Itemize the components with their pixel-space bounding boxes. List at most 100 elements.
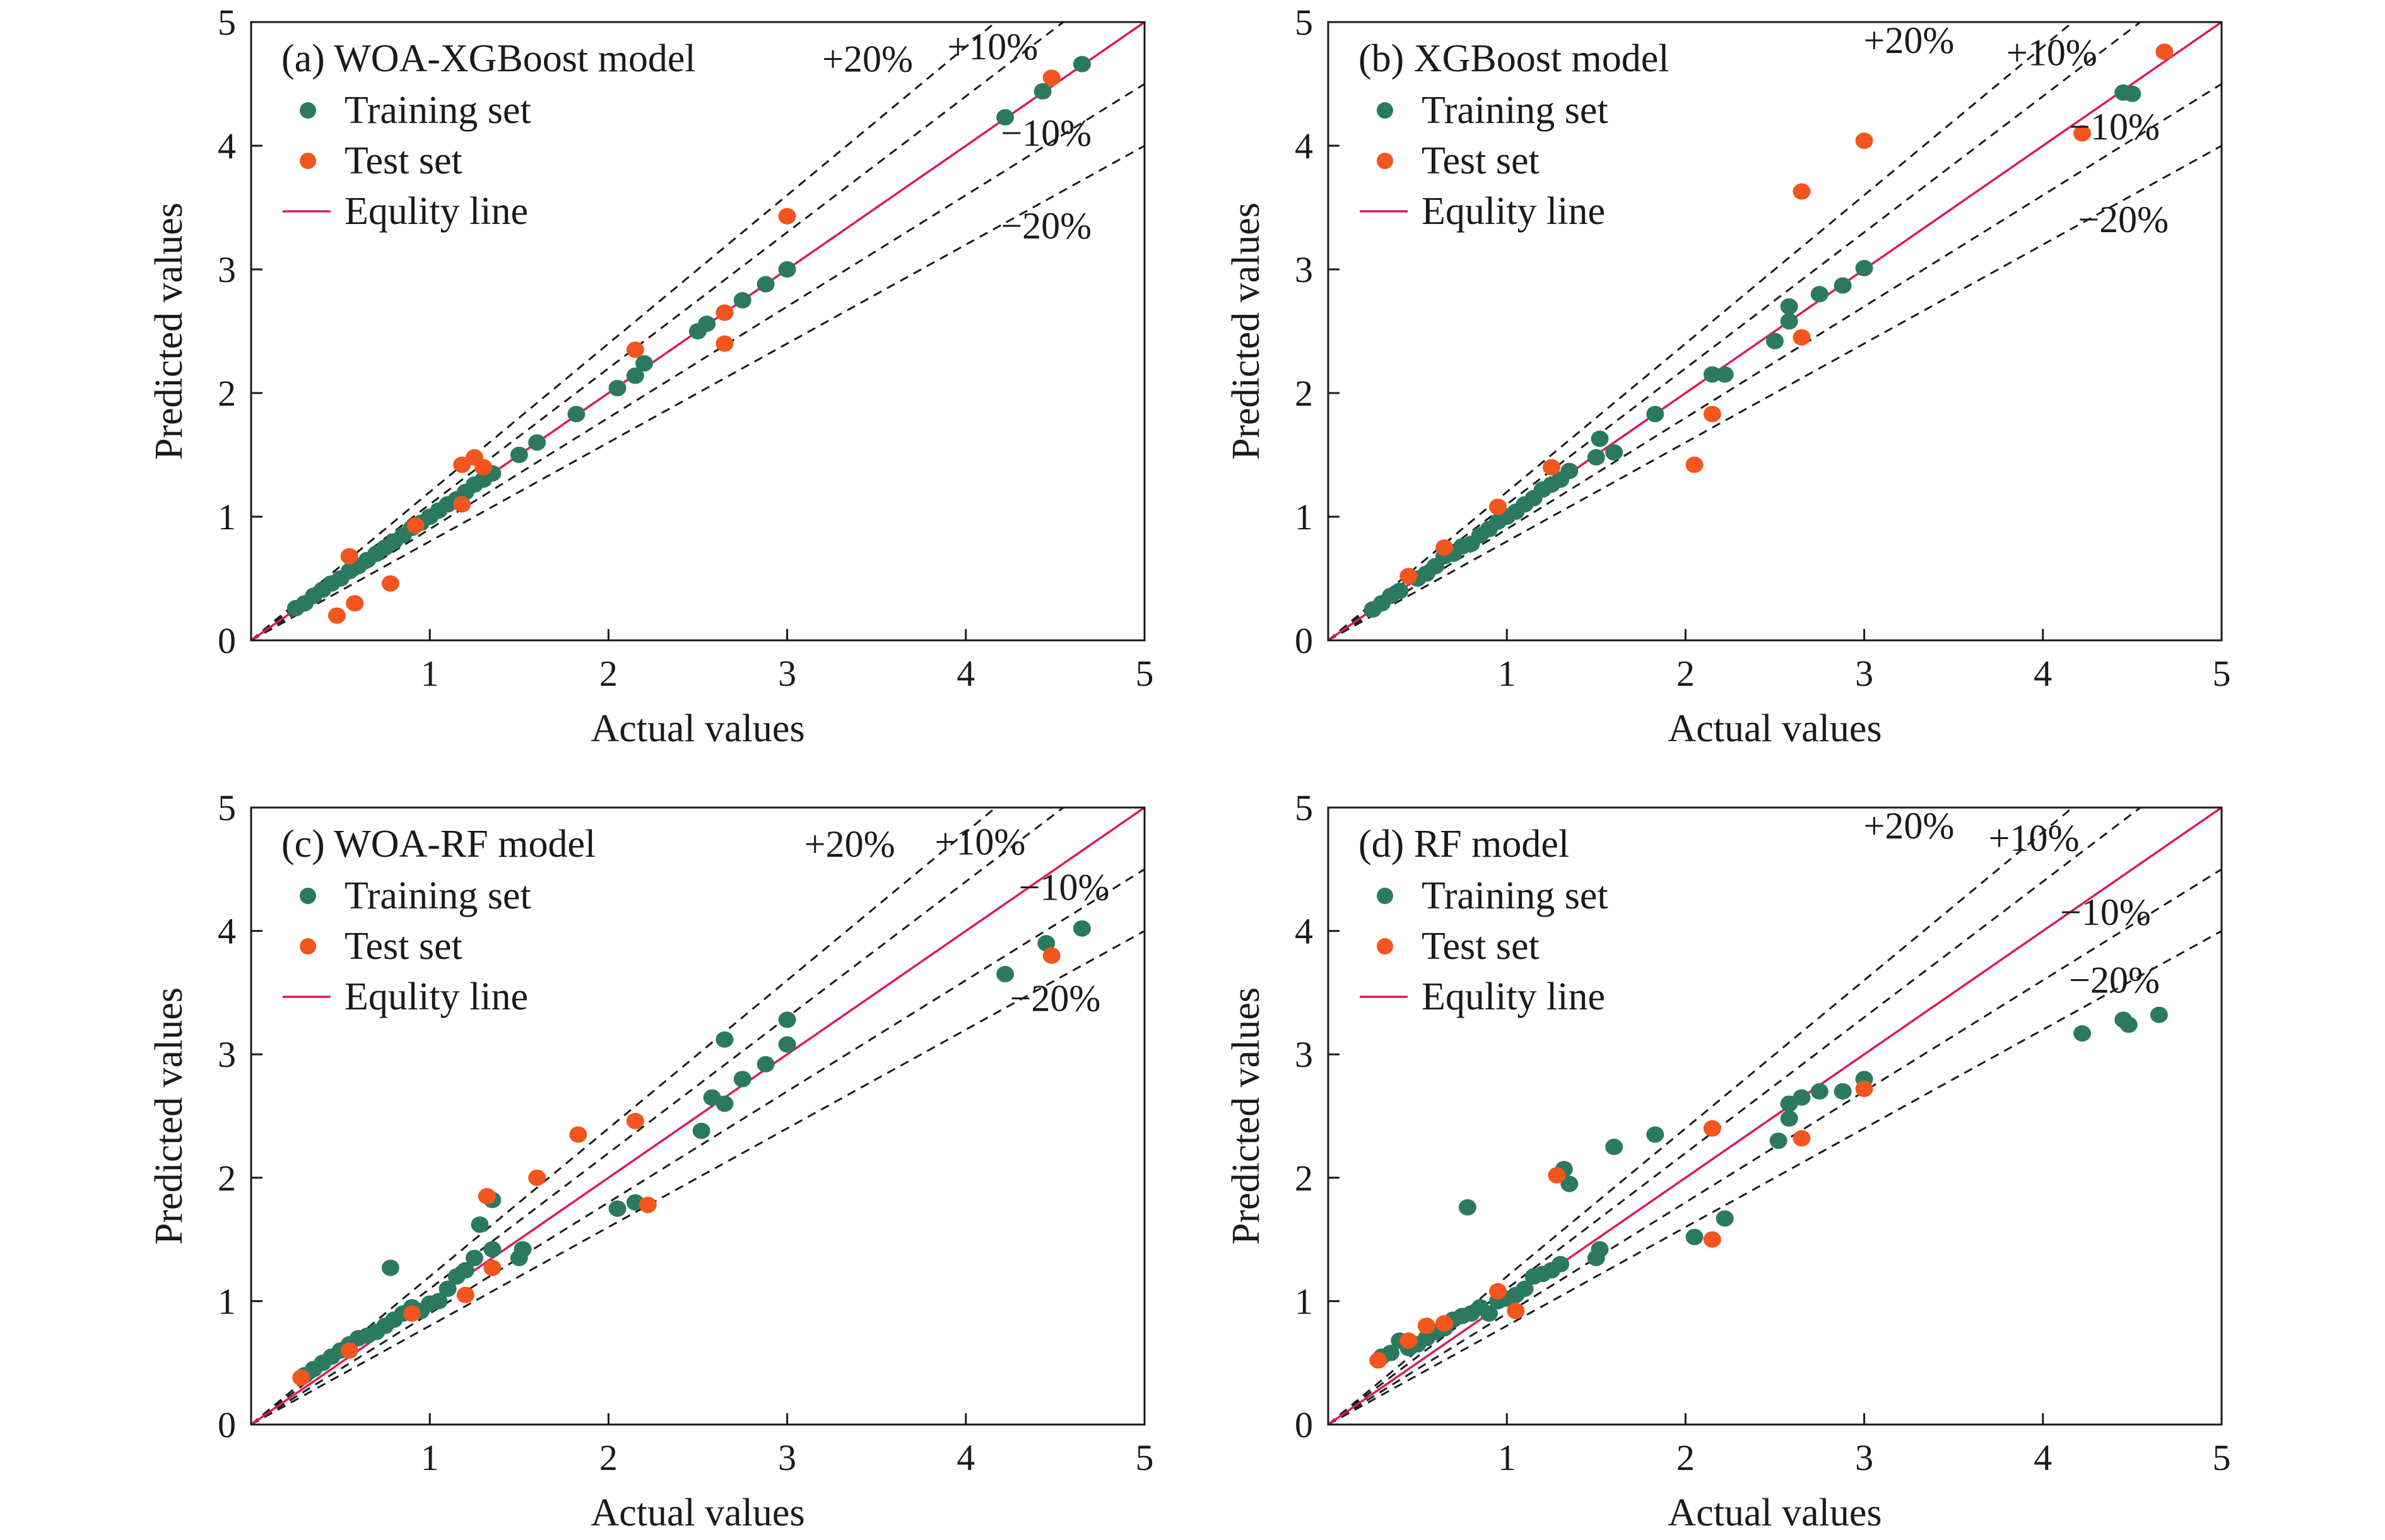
guide-line-plus-10 <box>251 22 1065 640</box>
training-point <box>1766 332 1784 350</box>
chart-panel-3: 0 1 2 3 4 5 1 2 3 4 5 Actual values Predicted values… <box>148 787 1154 1534</box>
y-tick-label: 2 <box>218 1158 236 1199</box>
training-point <box>456 1262 474 1279</box>
plot-frame <box>1327 806 2223 1426</box>
test-point <box>2073 125 2092 142</box>
training-point <box>430 1293 448 1310</box>
training-point <box>635 355 654 372</box>
guide-label: +10% <box>947 26 1038 68</box>
x-axis-label: Actual values <box>1668 707 1882 750</box>
training-point <box>1591 1241 1609 1258</box>
guide-line-plus-20 <box>251 22 998 640</box>
guide-line-minus-20 <box>251 144 1145 640</box>
test-point <box>1489 1283 1507 1300</box>
training-point <box>567 406 586 423</box>
y-tick-label: 1 <box>218 1281 236 1322</box>
training-point <box>483 1241 502 1258</box>
guide-line-plus-10 <box>1328 22 2142 640</box>
training-point <box>528 434 546 451</box>
chart-panel-4: 0 1 2 3 4 5 1 2 3 4 5 Actual values Predicted values… <box>1225 787 2231 1534</box>
training-point <box>778 261 796 278</box>
test-point <box>1855 1080 1873 1097</box>
legend-equity-label: Equlity line <box>344 190 528 233</box>
training-point <box>1591 430 1609 447</box>
y-tick-label: 5 <box>218 787 236 828</box>
test-point <box>1548 1167 1566 1184</box>
legend-test-marker <box>1377 153 1393 169</box>
x-axis-label: Actual values <box>591 1491 804 1534</box>
test-point <box>1685 456 1704 473</box>
legend-equity-label: Equlity line <box>1422 190 1605 233</box>
guide-line-plus-20 <box>251 808 998 1425</box>
x-tick-label: 4 <box>957 653 975 694</box>
training-point <box>1587 449 1605 466</box>
y-tick-label: 3 <box>1295 1034 1313 1075</box>
training-point <box>1560 1175 1579 1192</box>
y-tick-label: 5 <box>1295 2 1313 43</box>
training-point <box>1685 1228 1704 1245</box>
training-point <box>778 1036 796 1053</box>
test-point <box>340 1342 358 1359</box>
test-point <box>1507 1303 1525 1320</box>
training-point <box>1034 83 1052 100</box>
plot-area <box>251 22 1145 640</box>
training-point <box>510 447 528 463</box>
legend-test-marker <box>300 153 316 169</box>
training-point <box>1703 366 1721 383</box>
y-tick-label: 3 <box>218 1034 236 1075</box>
legend-test-label: Test set <box>344 139 462 182</box>
training-point <box>439 1280 457 1297</box>
training-point <box>692 1122 710 1139</box>
training-point <box>2123 85 2141 102</box>
y-tick-label: 3 <box>218 249 236 290</box>
panel-title: (c) WOA-RF model <box>281 823 596 866</box>
guide-label: −20% <box>2078 199 2169 240</box>
test-point <box>1855 132 1873 150</box>
training-point <box>1646 406 1664 423</box>
guide-label: −20% <box>1001 205 1092 247</box>
legend-training-label: Training set <box>344 89 531 132</box>
training-point <box>757 276 775 293</box>
test-point <box>639 1196 657 1213</box>
x-tick-label: 1 <box>421 1437 439 1478</box>
legend-test-label: Test set <box>1422 139 1540 182</box>
training-point <box>1458 1199 1476 1216</box>
training-point <box>757 1055 775 1073</box>
x-axis-label: Actual values <box>591 707 804 750</box>
test-point <box>292 1369 310 1386</box>
equity-line <box>1328 808 2222 1425</box>
guide-label: −10% <box>2060 891 2151 933</box>
test-point <box>340 548 358 565</box>
panel-title: (d) RF model <box>1358 823 1569 866</box>
plot-frame <box>250 806 1146 1426</box>
guide-line-minus-20 <box>1328 930 2222 1425</box>
test-point <box>1793 183 1811 200</box>
test-point <box>1703 1231 1721 1248</box>
guide-label: −20% <box>2069 959 2160 1001</box>
plot-frame <box>1327 21 2223 642</box>
test-point <box>474 459 493 476</box>
test-point <box>453 456 471 473</box>
legend-equity-label: Equlity line <box>344 975 528 1018</box>
y-tick-label: 5 <box>1295 787 1313 828</box>
training-point <box>733 292 751 309</box>
y-tick-label: 2 <box>1295 1158 1313 1199</box>
test-point <box>1703 1120 1721 1137</box>
test-point <box>1042 69 1061 86</box>
y-tick-label: 4 <box>1295 911 1313 952</box>
test-point <box>1399 568 1418 585</box>
guide-line-plus-20 <box>1328 22 2075 640</box>
x-tick-label: 5 <box>1136 1437 1154 1478</box>
test-point <box>406 517 425 534</box>
legend-test-marker <box>1377 938 1393 955</box>
training-point <box>2119 1016 2138 1033</box>
x-tick-label: 4 <box>957 1437 975 1478</box>
guide-line-plus-20 <box>1328 808 2075 1425</box>
training-point <box>2073 1025 2092 1042</box>
training-point <box>1037 935 1056 952</box>
guide-label: +20% <box>1863 20 1954 61</box>
legend-test-marker <box>300 938 316 955</box>
training-point <box>1605 444 1623 461</box>
legend-training-marker <box>300 888 316 904</box>
y-tick-label: 0 <box>218 620 236 661</box>
